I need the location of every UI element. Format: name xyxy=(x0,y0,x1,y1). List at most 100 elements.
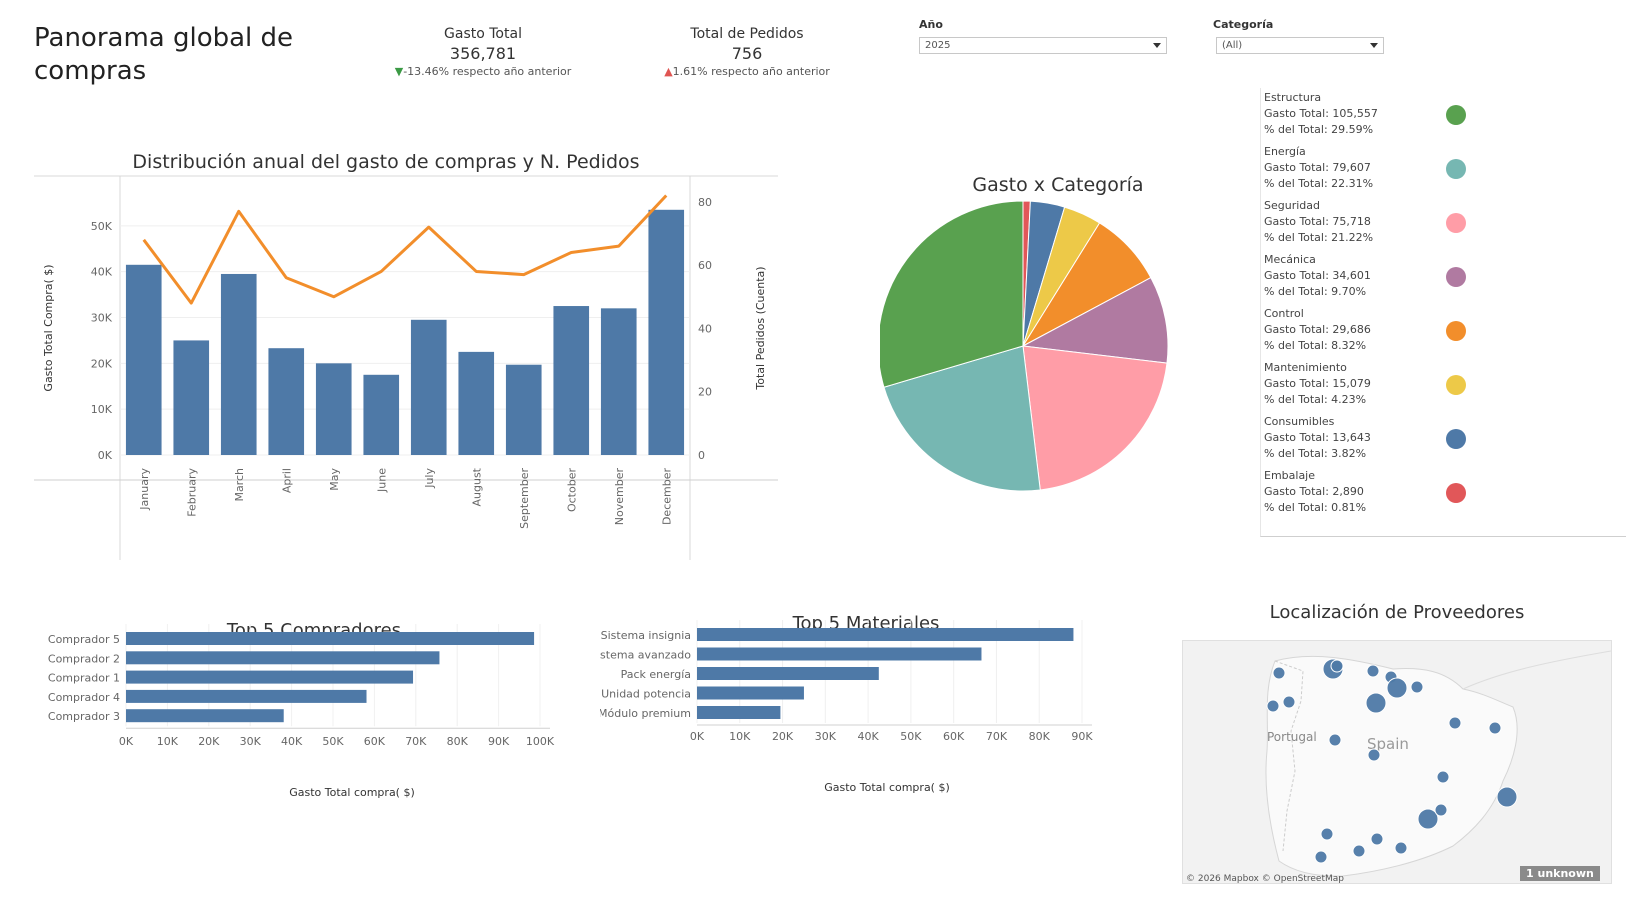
map-attribution: © 2026 Mapbox © OpenStreetMap xyxy=(1186,874,1344,884)
legend-item-pct-text: % del Total: 9.70% xyxy=(1264,285,1367,298)
year-filter-select[interactable]: 2025 xyxy=(919,37,1167,54)
combo-bar xyxy=(268,348,305,455)
legend-item[interactable]: Consumibles Gasto Total: 13,643 % del Tota… xyxy=(1264,414,1484,462)
hbar-x-tick-label: 60K xyxy=(364,735,386,748)
combo-line-path xyxy=(142,194,668,305)
legend-item[interactable]: Estructura Gasto Total: 105,557 % del Tota… xyxy=(1264,90,1484,138)
unknown-locations-badge[interactable]: 1 unknown xyxy=(1520,866,1600,881)
pie-slice xyxy=(883,345,1041,492)
portugal-border xyxy=(1274,660,1304,852)
legend-item-pct-text: % del Total: 8.32% xyxy=(1264,339,1367,352)
combo-bar xyxy=(458,351,495,455)
combo-x-tick-label: August xyxy=(470,467,483,506)
combo-y-tick-label: 50K xyxy=(91,220,113,233)
kpi-gasto-delta: ▼-13.46% respecto año anterior xyxy=(363,65,603,78)
combo-bar xyxy=(173,340,210,455)
legend-item-gasto-text: Gasto Total: 2,890 xyxy=(1264,485,1364,498)
chevron-down-icon xyxy=(1370,43,1378,48)
legend-color-dot xyxy=(1446,429,1466,449)
supplier-point xyxy=(1282,695,1296,709)
hbar-category-label: Módulo premium xyxy=(600,707,691,720)
combo-y2-ticks: 0 20 40 60 80 xyxy=(698,196,712,462)
legend-item-name: Consumibles xyxy=(1264,415,1335,428)
combo-x-ticks: January February March April May June July Augu… xyxy=(138,467,674,528)
supplier-point xyxy=(1266,699,1280,713)
combo-y-ticks: 0K 10K 20K 30K 40K 50K xyxy=(91,220,113,462)
hbar-bar xyxy=(697,686,804,700)
pie-slice xyxy=(1021,276,1169,364)
combo-x-tick-label: February xyxy=(185,468,198,517)
hbar-x-tick-label: 10K xyxy=(157,735,179,748)
legend-item[interactable]: Energía Gasto Total: 79,607 % del Total: 2… xyxy=(1264,144,1484,192)
hbar-x-tick-label: 70K xyxy=(986,730,1008,743)
map-label-portugal: Portugal xyxy=(1267,730,1317,744)
combo-y-tick-label: 0K xyxy=(98,449,113,462)
monthly-combo-chart: Distribución anual del gasto de compras … xyxy=(34,151,778,560)
page-title-line1: Panorama global de xyxy=(34,23,294,53)
supplier-point xyxy=(1352,844,1366,858)
legend-item-pct-text: % del Total: 0.81% xyxy=(1264,501,1367,514)
legend-item-name: Mecánica xyxy=(1264,253,1316,266)
combo-y-tick-label: 20K xyxy=(91,357,113,370)
hbar-bar xyxy=(697,667,879,680)
supplier-point xyxy=(1365,692,1387,714)
combo-chart-title: Distribución anual del gasto de compras … xyxy=(132,151,639,173)
legend-color-dot xyxy=(1446,321,1466,341)
combo-bars xyxy=(125,209,685,455)
france-border xyxy=(1462,650,1611,690)
legend-item[interactable]: Control Gasto Total: 29,686 % del Total: 8… xyxy=(1264,306,1484,354)
legend-item-name: Embalaje xyxy=(1264,469,1316,482)
hbar-x-tick-label: 20K xyxy=(198,735,220,748)
legend-color-dot xyxy=(1446,483,1466,503)
top-materials-x-ticks: 0K 10K 20K 30K 40K 50K 60K 70K 80K 90K xyxy=(690,730,1093,743)
supplier-point xyxy=(1330,659,1344,673)
supplier-point xyxy=(1370,832,1384,846)
hbar-bar xyxy=(697,706,781,719)
combo-x-tick-label: April xyxy=(280,468,293,493)
supplier-map[interactable]: Portugal Spain xyxy=(1182,640,1612,884)
kpi-pedidos-value: 756 xyxy=(731,44,763,63)
year-filter-value: 2025 xyxy=(925,40,951,51)
legend-item-name: Control xyxy=(1264,307,1304,320)
hbar-bar xyxy=(126,709,284,723)
page-title-line2: compras xyxy=(34,56,147,86)
hbar-x-tick-label: 0K xyxy=(119,735,134,748)
hbar-category-label: Sistema insignia xyxy=(601,629,691,642)
top-buyers-x-ticks: 0K 10K 20K 30K 40K 50K 60K 70K 80K 90K 100K xyxy=(119,735,555,748)
hbar-bar xyxy=(697,628,1074,641)
legend-item[interactable]: Mecánica Gasto Total: 34,601 % del Total: … xyxy=(1264,252,1484,300)
legend-color-dot xyxy=(1446,105,1466,125)
top-materials-chart: Top 5 Materiales Sistema insigniaSistema… xyxy=(600,613,1093,794)
page-title: Panorama global de compras xyxy=(34,22,334,88)
legend-item[interactable]: Embalaje Gasto Total: 2,890 % del Total: 0… xyxy=(1264,468,1484,516)
hbar-x-tick-label: 80K xyxy=(447,735,469,748)
hbar-category-label: Sistema avanzado xyxy=(600,649,691,662)
chevron-down-icon xyxy=(1153,43,1161,48)
hbar-x-tick-label: 50K xyxy=(900,730,922,743)
legend-item-pct-text: % del Total: 4.23% xyxy=(1264,393,1367,406)
combo-bar xyxy=(505,364,542,455)
hbar-x-tick-label: 90K xyxy=(1071,730,1093,743)
top-buyers-bars xyxy=(126,632,535,723)
hbar-category-label: Comprador 5 xyxy=(48,633,120,646)
legend-item-pct-text: % del Total: 22.31% xyxy=(1264,177,1374,190)
year-filter-label: Año xyxy=(919,18,943,31)
legend-item[interactable]: Mantenimiento Gasto Total: 15,079 % del To… xyxy=(1264,360,1484,408)
combo-y2-tick-label: 20 xyxy=(698,386,712,399)
map-label-spain: Spain xyxy=(1367,735,1409,753)
kpi-gasto-value: 356,781 xyxy=(449,44,517,63)
kpi-pedidos-label: Total de Pedidos xyxy=(690,26,804,42)
legend-item-gasto-text: Gasto Total: 34,601 xyxy=(1264,269,1371,282)
combo-x-tick-label: May xyxy=(328,468,341,491)
legend-item[interactable]: Seguridad Gasto Total: 75,718 % del Total:… xyxy=(1264,198,1484,246)
category-filter-select[interactable]: (All) xyxy=(1216,37,1384,54)
kpi-gasto-label: Gasto Total xyxy=(444,26,522,42)
supplier-point xyxy=(1366,664,1380,678)
legend-item-gasto-text: Gasto Total: 15,079 xyxy=(1264,377,1371,390)
supplier-point xyxy=(1314,850,1328,864)
combo-x-tick-label: March xyxy=(233,468,246,502)
hbar-x-tick-label: 70K xyxy=(405,735,427,748)
hbar-category-label: Comprador 3 xyxy=(48,710,120,723)
combo-y-tick-label: 40K xyxy=(91,266,113,279)
